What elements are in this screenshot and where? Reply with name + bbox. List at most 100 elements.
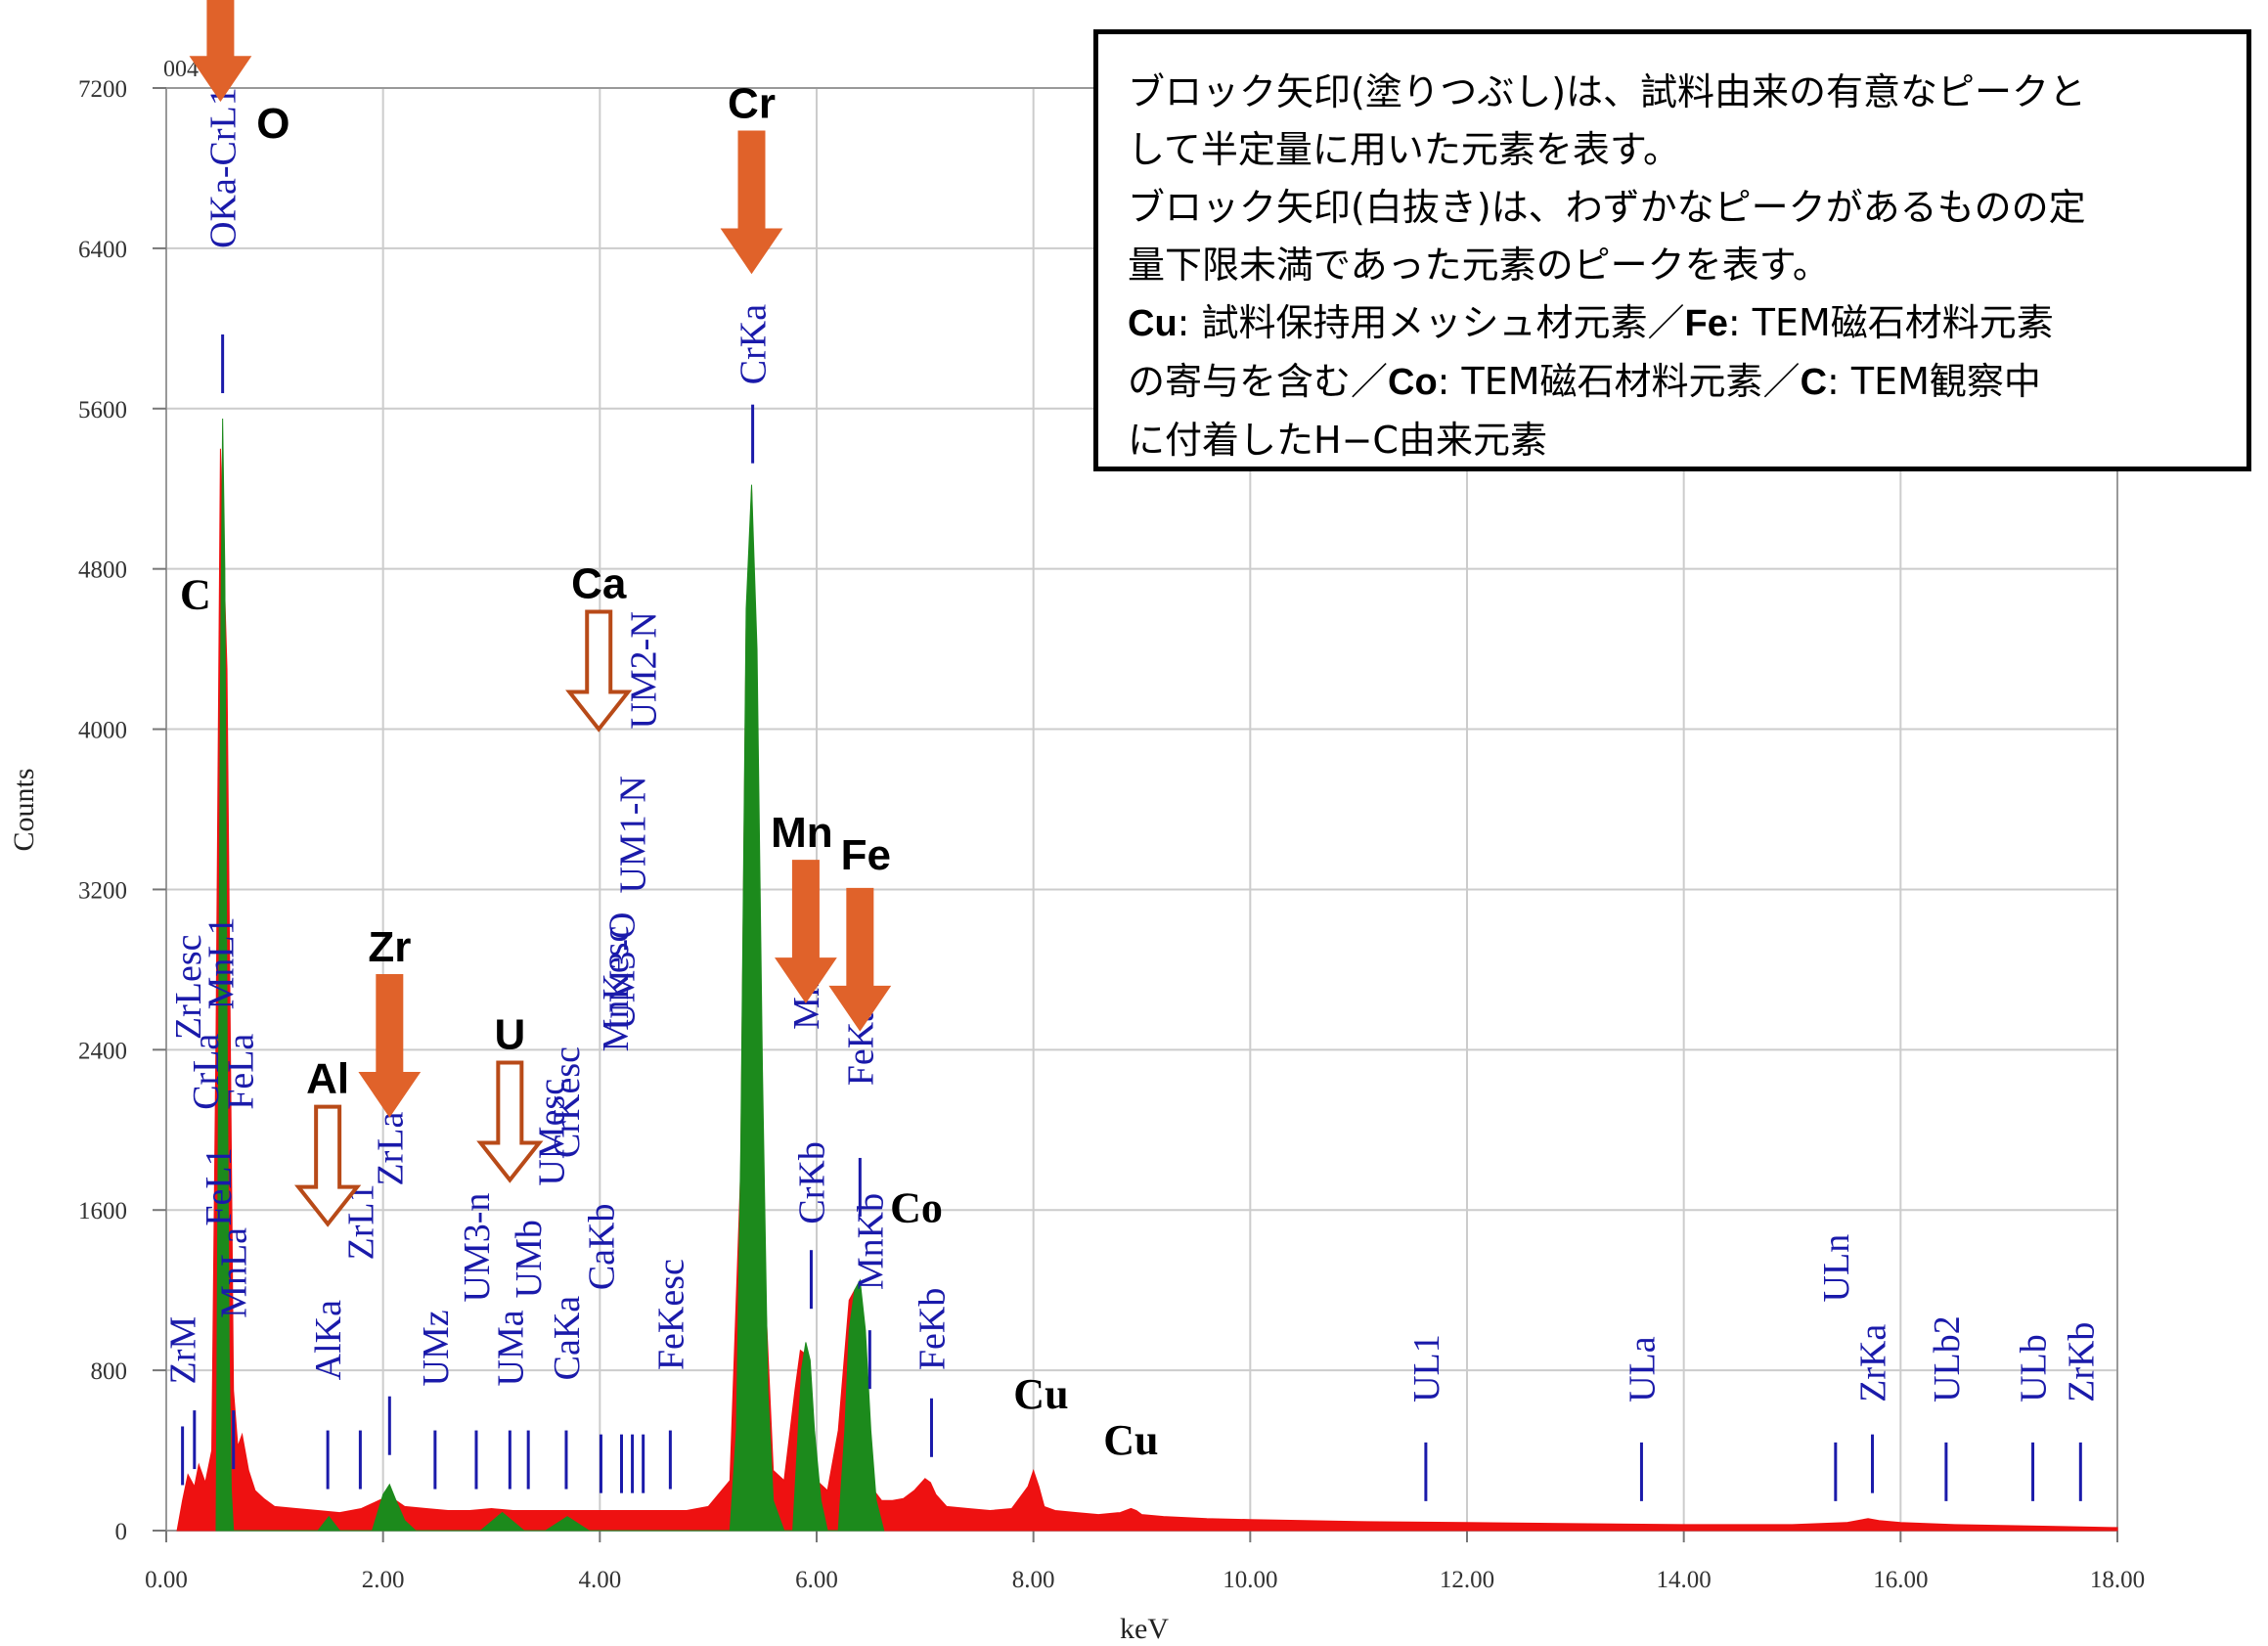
marker-label: UM2-N [624,611,665,729]
arrow-o [189,0,252,103]
tick-label-x: 18.00 [2090,1567,2145,1593]
element-label: Fe [841,831,891,879]
arrow-mn [775,860,837,1003]
tick-label-y: 2400 [78,1038,127,1064]
arrow-u [476,1060,544,1183]
marker-label: CrLa [186,1034,227,1110]
tick-label-x: 16.00 [1873,1567,1928,1593]
marker-label: CrKa [734,304,775,384]
tick-label-y: 4000 [78,718,127,744]
note-text: : 試料保持用メッシュ材元素／ [1177,301,1685,344]
marker-label: CaKa [547,1296,588,1381]
marker-label: FeKb [912,1288,953,1370]
marker-label: ZrLa [370,1112,411,1186]
note-element-symbol: Fe [1684,303,1728,344]
note-text: に付着したH−C由来元素 [1128,419,1547,462]
marker-label: ZrLesc [168,934,209,1040]
note-element-symbol: Co [1388,362,1438,403]
element-label: Co [890,1184,943,1232]
marker-label: AlKa [308,1300,349,1380]
marker-label: MnKesc [596,926,637,1052]
marker-label: UMb [509,1220,550,1298]
marker-label: MnL1 [200,916,242,1009]
note-line: して半定量に用いた元素を表す。 [1128,121,2227,179]
element-label: Ca [571,560,627,608]
tick-label-y: 1600 [78,1198,127,1224]
tick-label-x: 10.00 [1223,1567,1277,1593]
y-axis-title: Counts [8,768,40,851]
series-analyzed-peaks [215,419,885,1532]
marker-label: UM3-O [602,912,644,1030]
marker-label: CrKesc [547,1046,588,1158]
marker-label: FeL1 [199,1147,240,1225]
marker-label: ZrKb [2061,1322,2102,1402]
note-text: : TEM観察中 [1827,360,2041,403]
tick-label-y: 5600 [78,397,127,423]
element-label: U [494,1010,525,1058]
element-label: Zr [368,923,411,971]
element-label: Cu [1013,1370,1068,1418]
marker-label: UMz [416,1310,457,1386]
tick-label-y: 3200 [78,877,127,904]
tick-label-x: 4.00 [578,1567,621,1593]
note-line: 量下限未満であった元素のピークを表す。 [1128,237,2227,294]
tick-label-x: 8.00 [1012,1567,1055,1593]
x-axis-title: keV [1120,1613,1169,1645]
note-text: ブロック矢印(白抜き)は、わずかなピークがあるものの定 [1128,186,2086,229]
marker-label: UMa [490,1310,531,1386]
marker-label: ZrKa [1853,1324,1894,1402]
tick-label-y: 0 [115,1519,128,1545]
element-label: O [256,100,289,148]
element-label: Cr [728,79,776,127]
tick-label-x: 0.00 [145,1567,188,1593]
marker-label: FeKesc [650,1259,691,1370]
tick-label-x: 2.00 [362,1567,405,1593]
marker-label: MnKb [850,1193,891,1290]
tick-label-y: 6400 [78,237,127,263]
marker-label: ULn [1816,1234,1857,1303]
note-line: Cu: 試料保持用メッシュ材元素／Fe: TEM磁石材料元素 [1128,294,2227,353]
arrow-ca [565,609,633,733]
note-line: ブロック矢印(塗りつぶし)は、試料由来の有意なピークと [1128,64,2227,121]
note-text: の寄与を含む／ [1128,360,1389,403]
arrow-fe [828,887,892,1032]
note-text: して半定量に用いた元素を表す。 [1128,128,1681,171]
arrow-al [294,1104,362,1227]
note-line: の寄与を含む／Co: TEM磁石材料元素／C: TEM観察中 [1128,353,2227,412]
marker-label: ULa [1622,1336,1663,1402]
note-line: に付着したH−C由来元素 [1128,412,2227,469]
legend-note-box: ブロック矢印(塗りつぶし)は、試料由来の有意なピークと して半定量に用いた元素を表… [1093,29,2251,471]
marker-label: CrKb [791,1141,832,1223]
marker-label: UM3-n [457,1193,498,1303]
element-label: Cu [1103,1416,1158,1464]
note-text: : TEM磁石材料元素／ [1437,360,1801,403]
marker-label: UL1 [1406,1334,1447,1402]
marker-label: ULb [2014,1334,2055,1402]
arrow-cr [720,130,783,275]
element-label: Mn [771,809,833,857]
marker-label: UMesc [531,1079,572,1186]
note-text: ブロック矢印(塗りつぶし)は、試料由来の有意なピークと [1128,70,2087,113]
tick-label-x: 12.00 [1440,1567,1494,1593]
plain-element-labels: C Co Cu Cu [180,571,1159,1465]
marker-label: FeLa [220,1034,261,1110]
note-text: : TEM磁石材料元素 [1727,301,2054,344]
marker-label: CaKb [581,1204,622,1291]
element-label: Al [306,1055,349,1103]
marker-label: ZrM [163,1316,204,1385]
note-line: ブロック矢印(白抜き)は、わずかなピークがあるものの定 [1128,179,2227,237]
tick-label-x: 6.00 [795,1567,838,1593]
tick-label-y: 800 [91,1358,128,1385]
arrow-zr [358,973,422,1118]
tick-label-x: 14.00 [1657,1567,1712,1593]
note-element-symbol: C [1800,362,1828,403]
tick-label-y: 4800 [78,557,127,584]
element-arrows: O Cr Mn Fe Zr Al U Ca [189,0,892,1227]
element-label: C [180,571,211,619]
tick-label-y: 7200 [78,76,127,103]
marker-label: UM1-N [613,776,654,893]
series-background-spectrum [176,448,2118,1532]
marker-label: OKa-CrL1 [203,87,245,248]
note-text: 量下限未満であった元素のピークを表す。 [1128,244,1830,287]
